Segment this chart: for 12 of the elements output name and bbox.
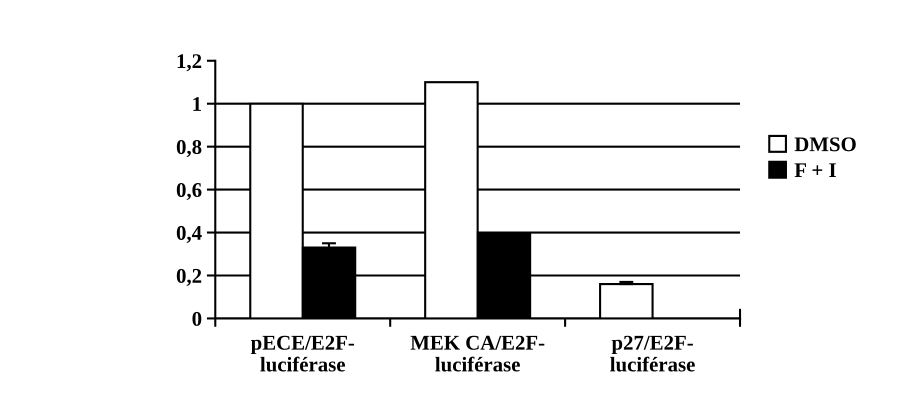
y-tick-label: 1,2 (178, 54, 202, 72)
y-tick-label: 0,4 (176, 226, 202, 243)
y-tick-label: 0,6 (176, 182, 202, 200)
legend-label: DMSO (794, 137, 856, 152)
y-tick-label: 0 (192, 312, 202, 326)
legend-label: F + I (794, 163, 836, 178)
x-tick-label: p27/E2F- luciférase (610, 336, 695, 372)
y-tick-label: 0,2 (176, 268, 202, 286)
x-tick-label: MEK CA/E2F- luciférase (410, 336, 544, 372)
y-tick-label: 0,8 (176, 140, 202, 158)
x-tick-label: pECE/E2F- luciférase (250, 336, 354, 372)
y-tick-label: 1 (193, 97, 202, 111)
